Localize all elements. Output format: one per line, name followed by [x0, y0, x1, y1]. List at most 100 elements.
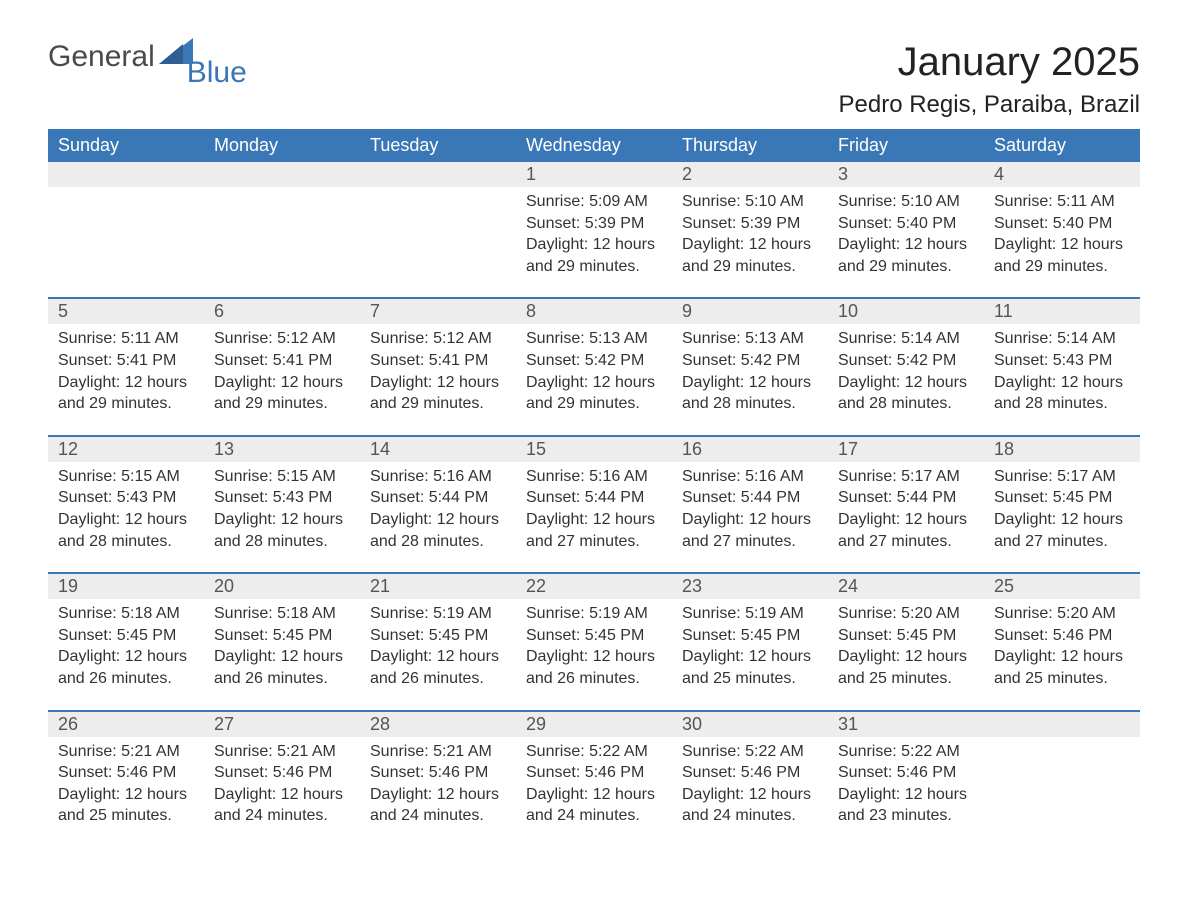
- calendar-table: Sunday Monday Tuesday Wednesday Thursday…: [48, 129, 1140, 847]
- weekday-header: Sunday: [48, 129, 204, 162]
- sunset-text: Sunset: 5:41 PM: [58, 350, 194, 372]
- sunset-text: Sunset: 5:44 PM: [526, 487, 662, 509]
- calendar-cell: 15Sunrise: 5:16 AMSunset: 5:44 PMDayligh…: [516, 436, 672, 573]
- calendar-cell: 9Sunrise: 5:13 AMSunset: 5:42 PMDaylight…: [672, 298, 828, 435]
- daylight-line2: and 29 minutes.: [370, 393, 506, 415]
- weekday-header: Monday: [204, 129, 360, 162]
- calendar-cell: 21Sunrise: 5:19 AMSunset: 5:45 PMDayligh…: [360, 573, 516, 710]
- calendar-cell: [984, 711, 1140, 847]
- day-number: [48, 162, 204, 187]
- daylight-line2: and 25 minutes.: [838, 668, 974, 690]
- sunset-text: Sunset: 5:39 PM: [526, 213, 662, 235]
- location-subtitle: Pedro Regis, Paraiba, Brazil: [48, 91, 1140, 119]
- calendar-cell: 27Sunrise: 5:21 AMSunset: 5:46 PMDayligh…: [204, 711, 360, 847]
- day-info: Sunrise: 5:20 AMSunset: 5:46 PMDaylight:…: [984, 599, 1140, 689]
- daylight-line2: and 26 minutes.: [214, 668, 350, 690]
- daylight-line2: and 29 minutes.: [526, 256, 662, 278]
- daylight-line2: and 23 minutes.: [838, 805, 974, 827]
- sunrise-text: Sunrise: 5:21 AM: [58, 741, 194, 763]
- sunrise-text: Sunrise: 5:12 AM: [370, 328, 506, 350]
- daylight-line2: and 28 minutes.: [682, 393, 818, 415]
- weekday-header-row: Sunday Monday Tuesday Wednesday Thursday…: [48, 129, 1140, 162]
- sunset-text: Sunset: 5:45 PM: [994, 487, 1130, 509]
- calendar-cell: 16Sunrise: 5:16 AMSunset: 5:44 PMDayligh…: [672, 436, 828, 573]
- calendar-cell: 17Sunrise: 5:17 AMSunset: 5:44 PMDayligh…: [828, 436, 984, 573]
- sunrise-text: Sunrise: 5:09 AM: [526, 191, 662, 213]
- daylight-line2: and 27 minutes.: [838, 531, 974, 553]
- daylight-line1: Daylight: 12 hours: [838, 372, 974, 394]
- calendar-cell: 19Sunrise: 5:18 AMSunset: 5:45 PMDayligh…: [48, 573, 204, 710]
- daylight-line2: and 27 minutes.: [526, 531, 662, 553]
- sunrise-text: Sunrise: 5:22 AM: [838, 741, 974, 763]
- sunset-text: Sunset: 5:42 PM: [838, 350, 974, 372]
- day-info: Sunrise: 5:16 AMSunset: 5:44 PMDaylight:…: [360, 462, 516, 552]
- day-number: 22: [516, 574, 672, 599]
- day-number: 24: [828, 574, 984, 599]
- day-number: 25: [984, 574, 1140, 599]
- daylight-line1: Daylight: 12 hours: [370, 784, 506, 806]
- day-info: Sunrise: 5:18 AMSunset: 5:45 PMDaylight:…: [48, 599, 204, 689]
- sunset-text: Sunset: 5:41 PM: [370, 350, 506, 372]
- day-info: Sunrise: 5:19 AMSunset: 5:45 PMDaylight:…: [672, 599, 828, 689]
- day-number: [204, 162, 360, 187]
- daylight-line2: and 25 minutes.: [682, 668, 818, 690]
- calendar-cell: [48, 162, 204, 298]
- sunset-text: Sunset: 5:44 PM: [838, 487, 974, 509]
- sunrise-text: Sunrise: 5:18 AM: [58, 603, 194, 625]
- daylight-line1: Daylight: 12 hours: [682, 509, 818, 531]
- daylight-line2: and 29 minutes.: [58, 393, 194, 415]
- sunset-text: Sunset: 5:46 PM: [994, 625, 1130, 647]
- daylight-line1: Daylight: 12 hours: [58, 372, 194, 394]
- daylight-line2: and 29 minutes.: [526, 393, 662, 415]
- header: General Blue January 2025: [48, 40, 1140, 85]
- day-number: 2: [672, 162, 828, 187]
- day-number: 16: [672, 437, 828, 462]
- sunset-text: Sunset: 5:46 PM: [838, 762, 974, 784]
- day-number: [984, 712, 1140, 737]
- weekday-header: Tuesday: [360, 129, 516, 162]
- sunset-text: Sunset: 5:46 PM: [214, 762, 350, 784]
- sunrise-text: Sunrise: 5:15 AM: [58, 466, 194, 488]
- sunrise-text: Sunrise: 5:19 AM: [526, 603, 662, 625]
- daylight-line2: and 27 minutes.: [682, 531, 818, 553]
- day-info: Sunrise: 5:17 AMSunset: 5:45 PMDaylight:…: [984, 462, 1140, 552]
- day-info: Sunrise: 5:21 AMSunset: 5:46 PMDaylight:…: [360, 737, 516, 827]
- weekday-header: Friday: [828, 129, 984, 162]
- sunrise-text: Sunrise: 5:14 AM: [838, 328, 974, 350]
- day-info: Sunrise: 5:13 AMSunset: 5:42 PMDaylight:…: [516, 324, 672, 414]
- day-info: Sunrise: 5:15 AMSunset: 5:43 PMDaylight:…: [48, 462, 204, 552]
- daylight-line1: Daylight: 12 hours: [214, 646, 350, 668]
- calendar-cell: 20Sunrise: 5:18 AMSunset: 5:45 PMDayligh…: [204, 573, 360, 710]
- day-number: 17: [828, 437, 984, 462]
- sunset-text: Sunset: 5:44 PM: [370, 487, 506, 509]
- sunset-text: Sunset: 5:46 PM: [370, 762, 506, 784]
- sunrise-text: Sunrise: 5:22 AM: [526, 741, 662, 763]
- calendar-week-row: 5Sunrise: 5:11 AMSunset: 5:41 PMDaylight…: [48, 298, 1140, 435]
- day-number: 5: [48, 299, 204, 324]
- sunset-text: Sunset: 5:42 PM: [526, 350, 662, 372]
- daylight-line2: and 27 minutes.: [994, 531, 1130, 553]
- daylight-line1: Daylight: 12 hours: [214, 784, 350, 806]
- calendar-cell: [360, 162, 516, 298]
- sunset-text: Sunset: 5:45 PM: [526, 625, 662, 647]
- day-info: Sunrise: 5:17 AMSunset: 5:44 PMDaylight:…: [828, 462, 984, 552]
- day-number: [360, 162, 516, 187]
- daylight-line1: Daylight: 12 hours: [526, 372, 662, 394]
- day-number: 14: [360, 437, 516, 462]
- daylight-line1: Daylight: 12 hours: [994, 509, 1130, 531]
- day-number: 29: [516, 712, 672, 737]
- daylight-line1: Daylight: 12 hours: [994, 372, 1130, 394]
- day-info: Sunrise: 5:13 AMSunset: 5:42 PMDaylight:…: [672, 324, 828, 414]
- day-info: Sunrise: 5:18 AMSunset: 5:45 PMDaylight:…: [204, 599, 360, 689]
- daylight-line1: Daylight: 12 hours: [682, 784, 818, 806]
- calendar-cell: 18Sunrise: 5:17 AMSunset: 5:45 PMDayligh…: [984, 436, 1140, 573]
- sunset-text: Sunset: 5:45 PM: [682, 625, 818, 647]
- daylight-line2: and 28 minutes.: [838, 393, 974, 415]
- day-number: 1: [516, 162, 672, 187]
- calendar-cell: 1Sunrise: 5:09 AMSunset: 5:39 PMDaylight…: [516, 162, 672, 298]
- sunset-text: Sunset: 5:42 PM: [682, 350, 818, 372]
- day-info: Sunrise: 5:10 AMSunset: 5:40 PMDaylight:…: [828, 187, 984, 277]
- sunset-text: Sunset: 5:43 PM: [214, 487, 350, 509]
- day-info: Sunrise: 5:09 AMSunset: 5:39 PMDaylight:…: [516, 187, 672, 277]
- day-info: Sunrise: 5:21 AMSunset: 5:46 PMDaylight:…: [204, 737, 360, 827]
